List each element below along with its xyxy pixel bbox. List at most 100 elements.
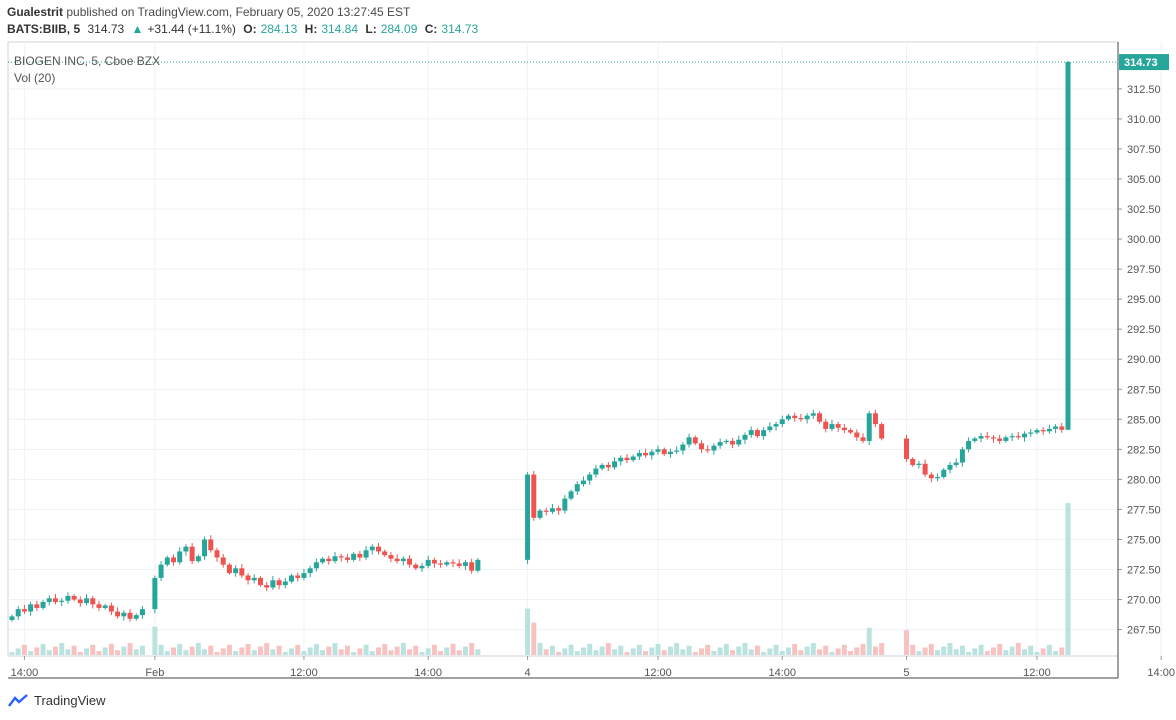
volume-bar	[630, 648, 636, 655]
volume-bar	[419, 652, 425, 655]
candle-body	[264, 585, 270, 588]
volume-bar	[1022, 649, 1028, 655]
candle-body	[351, 553, 357, 560]
candle-body	[649, 451, 655, 456]
volume-bar	[1015, 643, 1021, 655]
volume-bar	[667, 646, 673, 655]
candle-body	[295, 575, 301, 578]
candle-body	[270, 580, 276, 588]
candle-body	[115, 611, 121, 617]
candle-body	[189, 546, 195, 562]
volume-bar	[220, 648, 226, 655]
candle-body	[469, 562, 475, 571]
open-label: O:	[243, 22, 257, 36]
candle-body	[829, 424, 835, 429]
volume-bar	[226, 644, 232, 655]
volume-bar	[15, 648, 21, 655]
candle-body	[525, 474, 531, 560]
volume-bar	[984, 651, 990, 655]
y-tick-label: 295.00	[1127, 294, 1161, 306]
volume-bar	[804, 646, 810, 655]
candle-body	[382, 551, 388, 556]
series-title: BIOGEN INC, 5, Cboe BZX	[14, 54, 161, 68]
candle-body	[121, 612, 127, 617]
tradingview-brand[interactable]: TradingView	[8, 693, 106, 708]
volume-bar	[692, 652, 698, 655]
volume-bar	[84, 648, 90, 655]
candle-body	[835, 424, 841, 428]
volume-bar	[344, 645, 350, 655]
candle-body	[1015, 436, 1021, 438]
volume-bar	[618, 645, 624, 655]
volume-bar	[798, 650, 804, 655]
candle-body	[674, 450, 680, 452]
candle-body	[1034, 430, 1040, 433]
x-tick-label: 14:00	[1147, 667, 1175, 679]
candle-body	[177, 551, 183, 563]
candle-body	[779, 419, 785, 425]
volume-bar	[810, 643, 816, 655]
candle-body	[102, 605, 108, 608]
y-tick-label: 282.50	[1127, 444, 1161, 456]
volume-bar	[779, 651, 785, 655]
volume-bar	[456, 650, 462, 655]
candle-body	[860, 437, 866, 441]
x-tick-label: Feb	[145, 667, 164, 679]
candle-body	[413, 564, 419, 569]
volume-bar	[444, 647, 450, 655]
volume-bar	[245, 643, 251, 655]
candle-body	[953, 462, 959, 465]
volume-bar	[792, 643, 798, 655]
volume-bar	[65, 649, 71, 655]
volume-bar	[357, 648, 363, 655]
volume-bar	[214, 652, 220, 655]
volume-bar	[469, 643, 475, 655]
volume-bar	[643, 651, 649, 655]
candle-body	[730, 440, 736, 445]
volume-bar	[835, 648, 841, 655]
candle-body	[307, 568, 313, 574]
candle-body	[320, 558, 326, 563]
volume-bar	[928, 643, 934, 655]
volume-bar	[717, 647, 723, 655]
y-tick-label: 285.00	[1127, 414, 1161, 426]
volume-bar	[966, 652, 972, 655]
volume-bar	[407, 649, 413, 655]
candle-body	[9, 616, 15, 620]
volume-bar	[990, 647, 996, 655]
candle-body	[699, 443, 705, 450]
volume-bar	[972, 648, 978, 655]
volume-bar	[1053, 651, 1059, 655]
change-arrow-icon: ▲	[131, 22, 144, 36]
volume-bar	[742, 643, 748, 655]
candle-body	[171, 557, 177, 563]
x-tick-label: 4	[525, 667, 531, 679]
candle-body	[798, 418, 804, 420]
candle-body	[475, 559, 481, 571]
volume-bar	[257, 646, 263, 655]
candle-body	[15, 609, 21, 617]
volume-bar	[605, 643, 611, 655]
x-tick-label: 12:00	[290, 667, 318, 679]
candle-body	[65, 595, 71, 601]
ohlc-header: BATS:BIIB, 5 314.73 ▲ +31.44 (+11.1%) O: 2…	[7, 22, 482, 36]
candle-body	[792, 415, 798, 419]
chart-area[interactable]: 267.50 270.00 272.50 275.00 277.50 280.00 282.…	[0, 0, 1176, 695]
volume-bar	[1065, 503, 1071, 655]
candle-body	[139, 609, 145, 616]
candle-body	[400, 558, 406, 562]
last-price-tag	[1119, 54, 1169, 71]
price-chart[interactable]: 267.50 270.00 272.50 275.00 277.50 280.00 282.…	[0, 0, 1176, 690]
x-tick-label: 5	[903, 667, 909, 679]
publisher-name[interactable]: Gualestrit	[7, 5, 64, 19]
candle-body	[1009, 436, 1015, 438]
y-tick-label: 280.00	[1127, 474, 1161, 486]
candle-body	[966, 440, 972, 450]
volume-bar	[270, 649, 276, 655]
candle-body	[431, 559, 437, 564]
volume-bar	[730, 650, 736, 655]
candle-body	[935, 476, 941, 479]
candle-body	[407, 558, 413, 565]
candle-body	[903, 438, 909, 459]
candle-body	[736, 439, 742, 445]
